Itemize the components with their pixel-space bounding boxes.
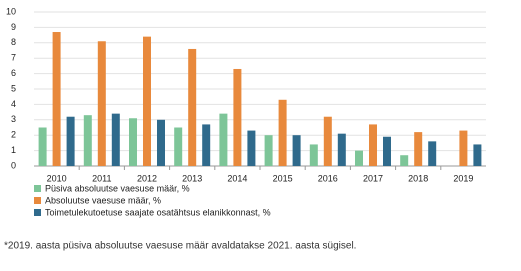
- bar: [97, 41, 106, 167]
- x-tick-label: 2016: [318, 173, 338, 183]
- y-tick-label: 10: [6, 6, 16, 16]
- bar: [369, 124, 377, 166]
- bar: [143, 36, 151, 166]
- bar: [414, 132, 423, 166]
- y-tick-label: 4: [11, 99, 16, 109]
- x-tick-label: 2018: [408, 173, 428, 183]
- legend-swatch: [34, 209, 41, 216]
- y-tick-label: 9: [11, 22, 16, 32]
- bar: [428, 141, 437, 166]
- y-tick-label: 0: [11, 160, 16, 170]
- bar: [233, 68, 242, 166]
- x-tick-label: 2010: [47, 173, 67, 183]
- x-tick-label: 2014: [227, 173, 247, 183]
- legend-swatch: [34, 185, 41, 192]
- bar: [52, 32, 61, 166]
- x-tick-label: 2017: [363, 173, 383, 183]
- bar: [309, 144, 318, 166]
- bar: [83, 115, 92, 166]
- bar: [188, 48, 197, 166]
- y-tick-label: 6: [11, 68, 16, 78]
- x-tick-label: 2011: [92, 173, 111, 183]
- bar: [278, 99, 287, 166]
- bar: [157, 119, 165, 166]
- y-tick-label: 1: [11, 145, 16, 155]
- bar: [355, 150, 363, 166]
- bar: [337, 133, 346, 166]
- legend-label: Püsiva absoluutse vaesuse määr, %: [45, 183, 190, 193]
- bar: [38, 127, 47, 166]
- bar: [264, 135, 273, 166]
- bar: [174, 127, 183, 166]
- bar: [111, 113, 120, 166]
- bar: [400, 155, 409, 166]
- x-tick-label: 2015: [273, 173, 293, 183]
- bar: [383, 136, 391, 166]
- bar: [292, 135, 301, 166]
- legend-swatch: [34, 197, 41, 204]
- footnote: *2019. aasta püsiva absoluutse vaesuse m…: [4, 241, 356, 252]
- bar: [473, 144, 482, 166]
- y-tick-label: 3: [11, 114, 16, 124]
- bar: [129, 118, 137, 166]
- y-tick-label: 8: [11, 37, 16, 47]
- bar: [323, 116, 332, 166]
- legend-label: Toimetulekutoetuse saajate osatähtsus el…: [45, 207, 271, 217]
- x-tick-label: 2012: [137, 173, 157, 183]
- x-tick-label: 2013: [182, 173, 202, 183]
- bar: [247, 130, 256, 166]
- bar: [459, 130, 468, 166]
- y-tick-label: 7: [11, 53, 16, 63]
- x-tick-label: 2019: [453, 173, 473, 183]
- y-tick-label: 2: [11, 130, 16, 140]
- legend-label: Absoluutse vaesuse määr, %: [45, 195, 161, 205]
- bar: [219, 113, 228, 166]
- y-tick-label: 5: [11, 83, 16, 93]
- bar: [202, 124, 211, 166]
- bar: [66, 116, 75, 166]
